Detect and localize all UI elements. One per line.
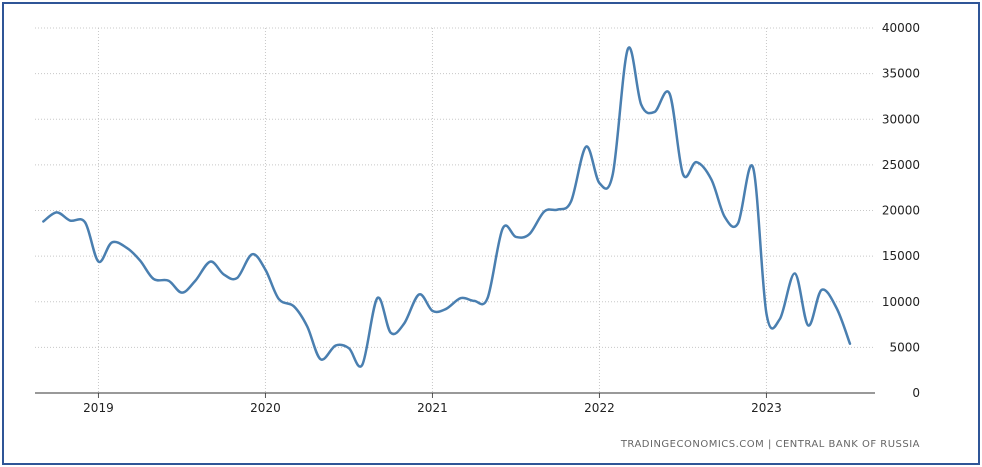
x-tick-label: 2022: [584, 401, 615, 415]
source-label: TRADINGECONOMICS.COM | CENTRAL BANK OF R…: [620, 439, 920, 450]
x-tick-label: 2023: [751, 401, 782, 415]
axes: 0 5000 10000 15000 20000 25000 30000 35000 40000…: [35, 21, 920, 415]
y-tick-label: 30000: [882, 112, 920, 126]
series-layer: [42, 46, 852, 368]
x-tick-label: 2020: [250, 401, 281, 415]
y-tick-label: 10000: [882, 295, 920, 309]
series-line: [42, 46, 852, 368]
y-tick-label: 0: [912, 386, 920, 400]
y-tick-label: 25000: [882, 158, 920, 172]
x-tick-label: 2019: [83, 401, 114, 415]
y-tick-label: 40000: [882, 21, 920, 35]
y-tick-label: 5000: [889, 340, 920, 354]
x-tick-label: 2021: [417, 401, 448, 415]
y-tick-label: 15000: [882, 249, 920, 263]
grid: [35, 27, 875, 393]
y-tick-label: 20000: [882, 204, 920, 218]
y-tick-label: 35000: [882, 67, 920, 81]
